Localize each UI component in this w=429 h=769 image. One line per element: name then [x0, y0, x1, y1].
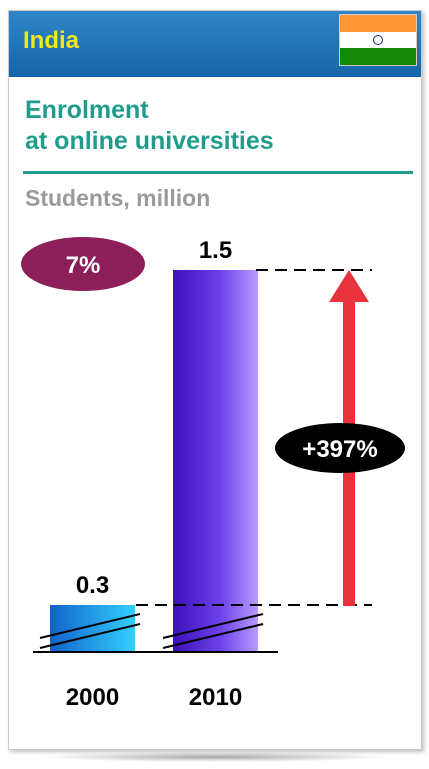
share-badge-text: 7% [66, 252, 101, 279]
change-badge [275, 423, 405, 473]
value-label-2010: 1.5 [199, 237, 232, 264]
increase-arrow-head [329, 270, 369, 302]
card-shadow [40, 752, 390, 762]
axis-break-mark [162, 613, 264, 639]
header-bar: India [9, 11, 421, 77]
axis-break-mark [39, 623, 141, 649]
chart-title-line-2: at online universities [25, 127, 274, 155]
axis-break-mark [39, 613, 141, 639]
chart-title: Enrolment at online universities [25, 95, 274, 157]
change-badge-text: +397% [302, 436, 377, 463]
india-flag-icon [339, 14, 417, 66]
value-label-2000: 0.3 [76, 572, 109, 599]
category-label-2010: 2010 [189, 684, 242, 711]
axis-break-mark [162, 623, 264, 649]
chart-title-line-1: Enrolment [25, 96, 149, 124]
bar-2010 [173, 270, 258, 652]
country-title: India [23, 27, 80, 54]
unit-label: Students, million [25, 185, 211, 211]
title-divider [23, 171, 413, 174]
share-badge [21, 237, 145, 291]
category-label-2000: 2000 [66, 684, 119, 711]
